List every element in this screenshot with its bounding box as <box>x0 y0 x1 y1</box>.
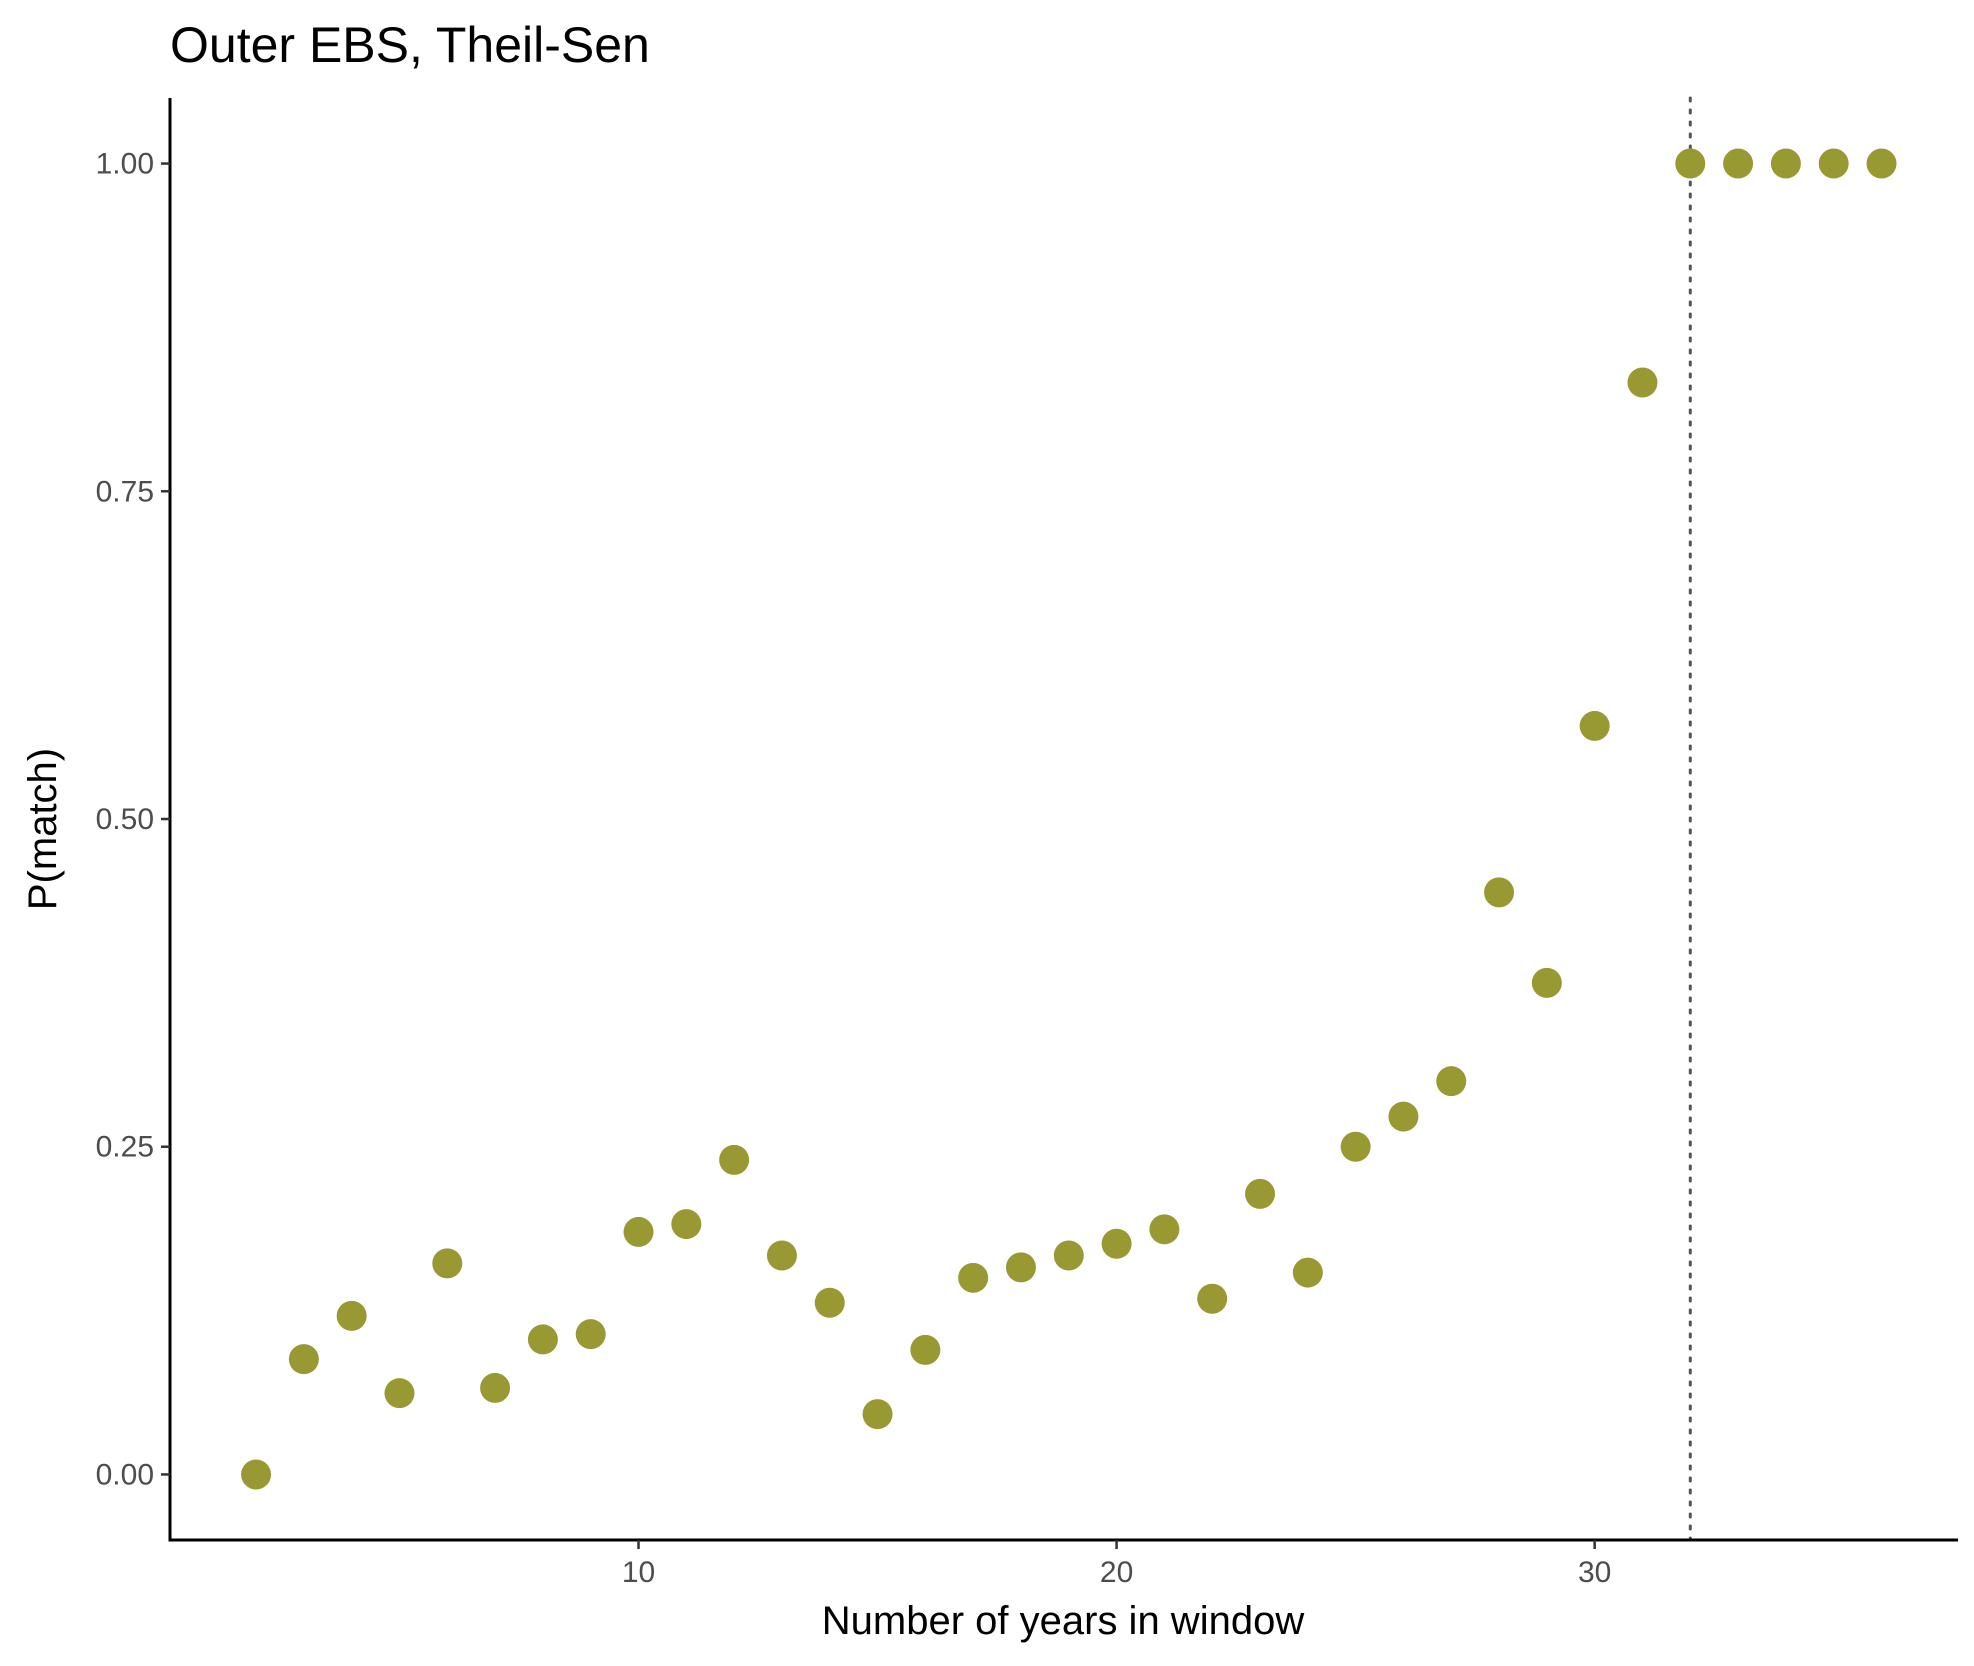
data-point <box>1484 877 1515 908</box>
data-point <box>1005 1252 1036 1283</box>
y-tick-label: 0.50 <box>96 803 154 836</box>
y-axis-title: P(match) <box>21 748 65 910</box>
data-point <box>1579 710 1610 741</box>
data-point <box>814 1287 845 1318</box>
data-point <box>1101 1228 1132 1259</box>
data-point <box>719 1144 750 1175</box>
data-point <box>1292 1257 1323 1288</box>
data-point <box>336 1300 367 1331</box>
y-tick-label: 1.00 <box>96 148 154 181</box>
data-point <box>1770 148 1801 179</box>
y-axis-ticks: 0.00 0.25 0.50 0.75 1.00 <box>96 148 170 1491</box>
data-point <box>1053 1240 1084 1271</box>
data-point <box>1818 148 1849 179</box>
data-point <box>766 1240 797 1271</box>
plot-area <box>241 96 1897 1542</box>
x-tick-label: 10 <box>622 1556 655 1589</box>
data-point <box>432 1248 463 1279</box>
data-point <box>1866 148 1897 179</box>
chart-title: Outer EBS, Theil-Sen <box>170 17 650 73</box>
data-point <box>1723 148 1754 179</box>
data-point <box>1388 1101 1419 1132</box>
data-point <box>575 1319 606 1350</box>
data-point <box>1675 148 1706 179</box>
data-point <box>623 1216 654 1247</box>
y-tick-label: 0.75 <box>96 475 154 508</box>
x-axis-ticks: 10 20 30 <box>622 1540 1611 1589</box>
data-point <box>241 1459 272 1490</box>
data-point <box>384 1378 415 1409</box>
data-point <box>862 1399 893 1430</box>
y-tick-label: 0.00 <box>96 1458 154 1491</box>
data-point <box>1627 367 1658 398</box>
x-axis-title: Number of years in window <box>822 1599 1305 1643</box>
data-point <box>288 1344 319 1375</box>
data-point <box>958 1262 989 1293</box>
data-point <box>1340 1131 1371 1162</box>
data-point <box>1197 1283 1228 1314</box>
data-point <box>1245 1178 1276 1209</box>
data-point <box>527 1324 558 1355</box>
y-tick-label: 0.25 <box>96 1131 154 1164</box>
data-point <box>910 1334 941 1365</box>
x-tick-label: 20 <box>1100 1556 1133 1589</box>
data-point <box>671 1209 702 1240</box>
data-point <box>1436 1066 1467 1097</box>
data-point <box>1531 967 1562 998</box>
x-tick-label: 30 <box>1578 1556 1611 1589</box>
data-point <box>480 1372 511 1403</box>
data-point <box>1149 1214 1180 1245</box>
